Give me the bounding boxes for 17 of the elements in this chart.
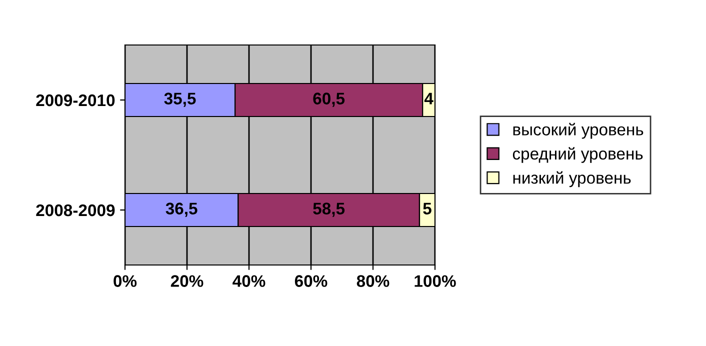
x-tick-label: 20%	[170, 275, 204, 287]
legend-label: высокий уровень	[513, 122, 644, 139]
data-label: 35,5	[164, 92, 196, 107]
data-label: 5	[423, 202, 432, 214]
data-label: 36,5	[166, 202, 198, 217]
legend-label: средний уровень	[512, 147, 643, 163]
data-label: 60,5	[313, 92, 345, 107]
data-label: 4	[424, 92, 434, 104]
x-tick-label: 0%	[114, 275, 137, 287]
x-tick-label: 80%	[356, 275, 390, 287]
y-tick-label: 2008-2009	[36, 204, 115, 216]
data-label: 58,5	[313, 202, 345, 217]
x-tick-label: 100%	[414, 275, 456, 287]
x-tick-label: 60%	[294, 275, 328, 287]
legend-label: низкий уровень	[513, 171, 631, 188]
y-tick-label: 2009-2010	[36, 94, 115, 106]
x-tick-label: 40%	[232, 275, 266, 287]
